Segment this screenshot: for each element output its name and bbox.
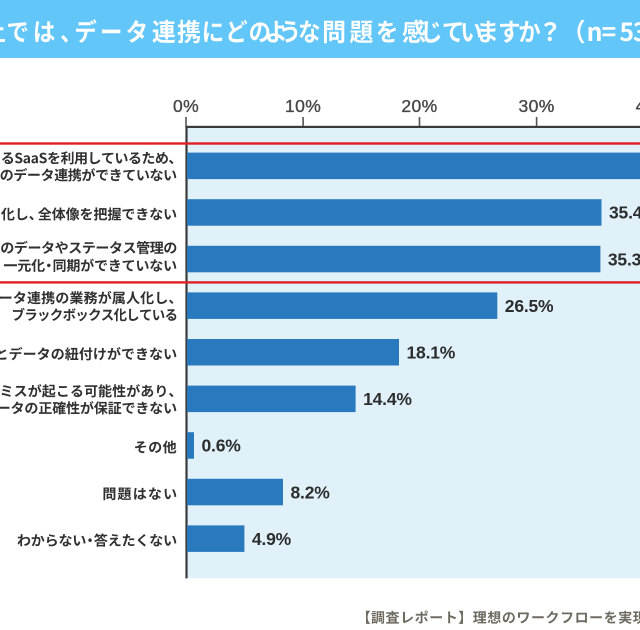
svg-text:10%: 10% [285,96,321,116]
svg-text:14.4%: 14.4% [363,389,412,409]
svg-text:35.3%: 35.3% [608,249,640,269]
svg-text:26.5%: 26.5% [505,296,554,316]
svg-text:0.6%: 0.6% [202,436,242,456]
svg-text:35.4%: 35.4% [609,203,640,223]
svg-text:8.2%: 8.2% [291,482,331,502]
svg-text:30%: 30% [518,96,554,116]
svg-text:0%: 0% [173,96,199,116]
svg-text:18.1%: 18.1% [407,343,456,363]
svg-text:4.9%: 4.9% [252,529,292,549]
svg-text:20%: 20% [401,96,437,116]
svg-text:40%: 40% [636,96,640,116]
